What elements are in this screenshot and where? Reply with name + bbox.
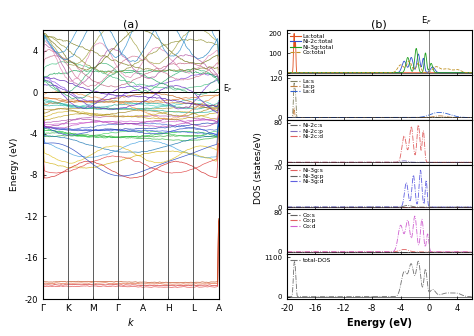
Legend: total-DOS: total-DOS	[290, 257, 332, 263]
Text: DOS (states/eV): DOS (states/eV)	[254, 132, 263, 204]
Legend: Ni-3g:s, Ni-3g:p, Ni-3g:d: Ni-3g:s, Ni-3g:p, Ni-3g:d	[290, 168, 325, 184]
Title: (a): (a)	[123, 19, 138, 30]
Title: (b): (b)	[372, 19, 387, 30]
Text: E$_F$: E$_F$	[420, 14, 431, 27]
X-axis label: k: k	[128, 319, 133, 329]
Y-axis label: Energy (eV): Energy (eV)	[9, 138, 18, 191]
X-axis label: Energy (eV): Energy (eV)	[347, 319, 412, 329]
Legend: Ni-2c:s, Ni-2c:p, Ni-2c:d: Ni-2c:s, Ni-2c:p, Ni-2c:d	[290, 123, 324, 140]
Text: E$_F$: E$_F$	[223, 83, 233, 95]
Legend: Co:s, Co:p, Co:d: Co:s, Co:p, Co:d	[290, 212, 317, 229]
Legend: La:total, Ni-2c:total, Ni-3g:total, Co:total: La:total, Ni-2c:total, Ni-3g:total, Co:t…	[290, 33, 335, 55]
Legend: La:s, La:p, La:d: La:s, La:p, La:d	[290, 78, 316, 95]
